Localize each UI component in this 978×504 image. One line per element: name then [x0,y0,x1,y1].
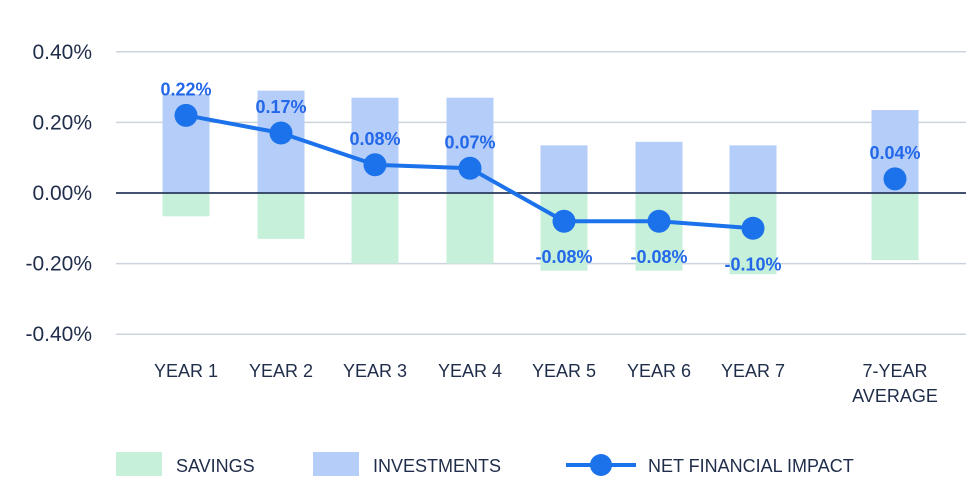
net-impact-data-label: -0.08% [535,247,592,267]
investments-bar [635,141,683,193]
net-impact-data-label: -0.08% [630,247,687,267]
legend-swatch-investments [313,452,359,476]
x-tick-label: YEAR 1 [154,361,218,381]
x-tick-label: YEAR 2 [249,361,313,381]
net-impact-data-label: 0.07% [444,132,495,152]
net-impact-marker [458,156,482,180]
investments-bars [162,90,919,193]
savings-bars [162,193,919,275]
savings-bar [257,193,305,239]
x-axis-tick-labels: YEAR 1 YEAR 2 YEAR 3 YEAR 4 YEAR 5 YEAR 6 YEAR… [154,361,938,406]
y-tick-label: 0.00% [32,182,92,205]
legend-label-investments: INVESTMENTS [373,456,501,476]
y-tick-label: 0.20% [32,111,92,134]
net-impact-data-label: 0.08% [349,129,400,149]
net-impact-marker [363,153,387,177]
net-impact-data-label: -0.10% [724,254,781,274]
y-tick-label: -0.40% [25,323,92,346]
net-impact-marker [552,209,576,233]
savings-bar [871,193,919,261]
investments-bar [351,97,399,193]
savings-bar [351,193,399,264]
legend: SAVINGS INVESTMENTS NET FINANCIAL IMPACT [116,452,854,476]
x-tick-label: 7-YEAR AVERAGE [852,361,938,406]
legend-label-savings: SAVINGS [176,456,255,476]
net-impact-marker [269,121,293,145]
x-tick-label: YEAR 5 [532,361,596,381]
x-tick-label: YEAR 3 [343,361,407,381]
x-tick-label: YEAR 6 [627,361,691,381]
x-tick-label: YEAR 4 [438,361,502,381]
investments-bar [540,145,588,193]
net-impact-marker [174,103,198,127]
legend-label-net-impact: NET FINANCIAL IMPACT [648,456,854,476]
legend-swatch-net-marker [590,454,612,476]
legend-swatch-savings [116,452,162,476]
net-impact-marker [741,216,765,240]
y-tick-label: 0.40% [32,41,92,64]
x-tick-label: YEAR 7 [721,361,785,381]
investments-bar [729,145,777,193]
savings-bar [162,193,210,217]
y-axis-tick-labels: 0.40% 0.20% 0.00% -0.20% -0.40% [25,41,92,346]
net-impact-data-label: 0.04% [869,143,920,163]
net-impact-marker [883,167,907,191]
data-labels: 0.22% 0.17% 0.08% 0.07% -0.08% -0.08% -0.10% 0.… [160,79,920,274]
net-impact-data-label: 0.17% [255,97,306,117]
savings-bar [446,193,494,264]
net-impact-line [174,103,907,240]
net-impact-data-label: 0.22% [160,79,211,99]
y-tick-label: -0.20% [25,253,92,276]
net-impact-marker [647,209,671,233]
